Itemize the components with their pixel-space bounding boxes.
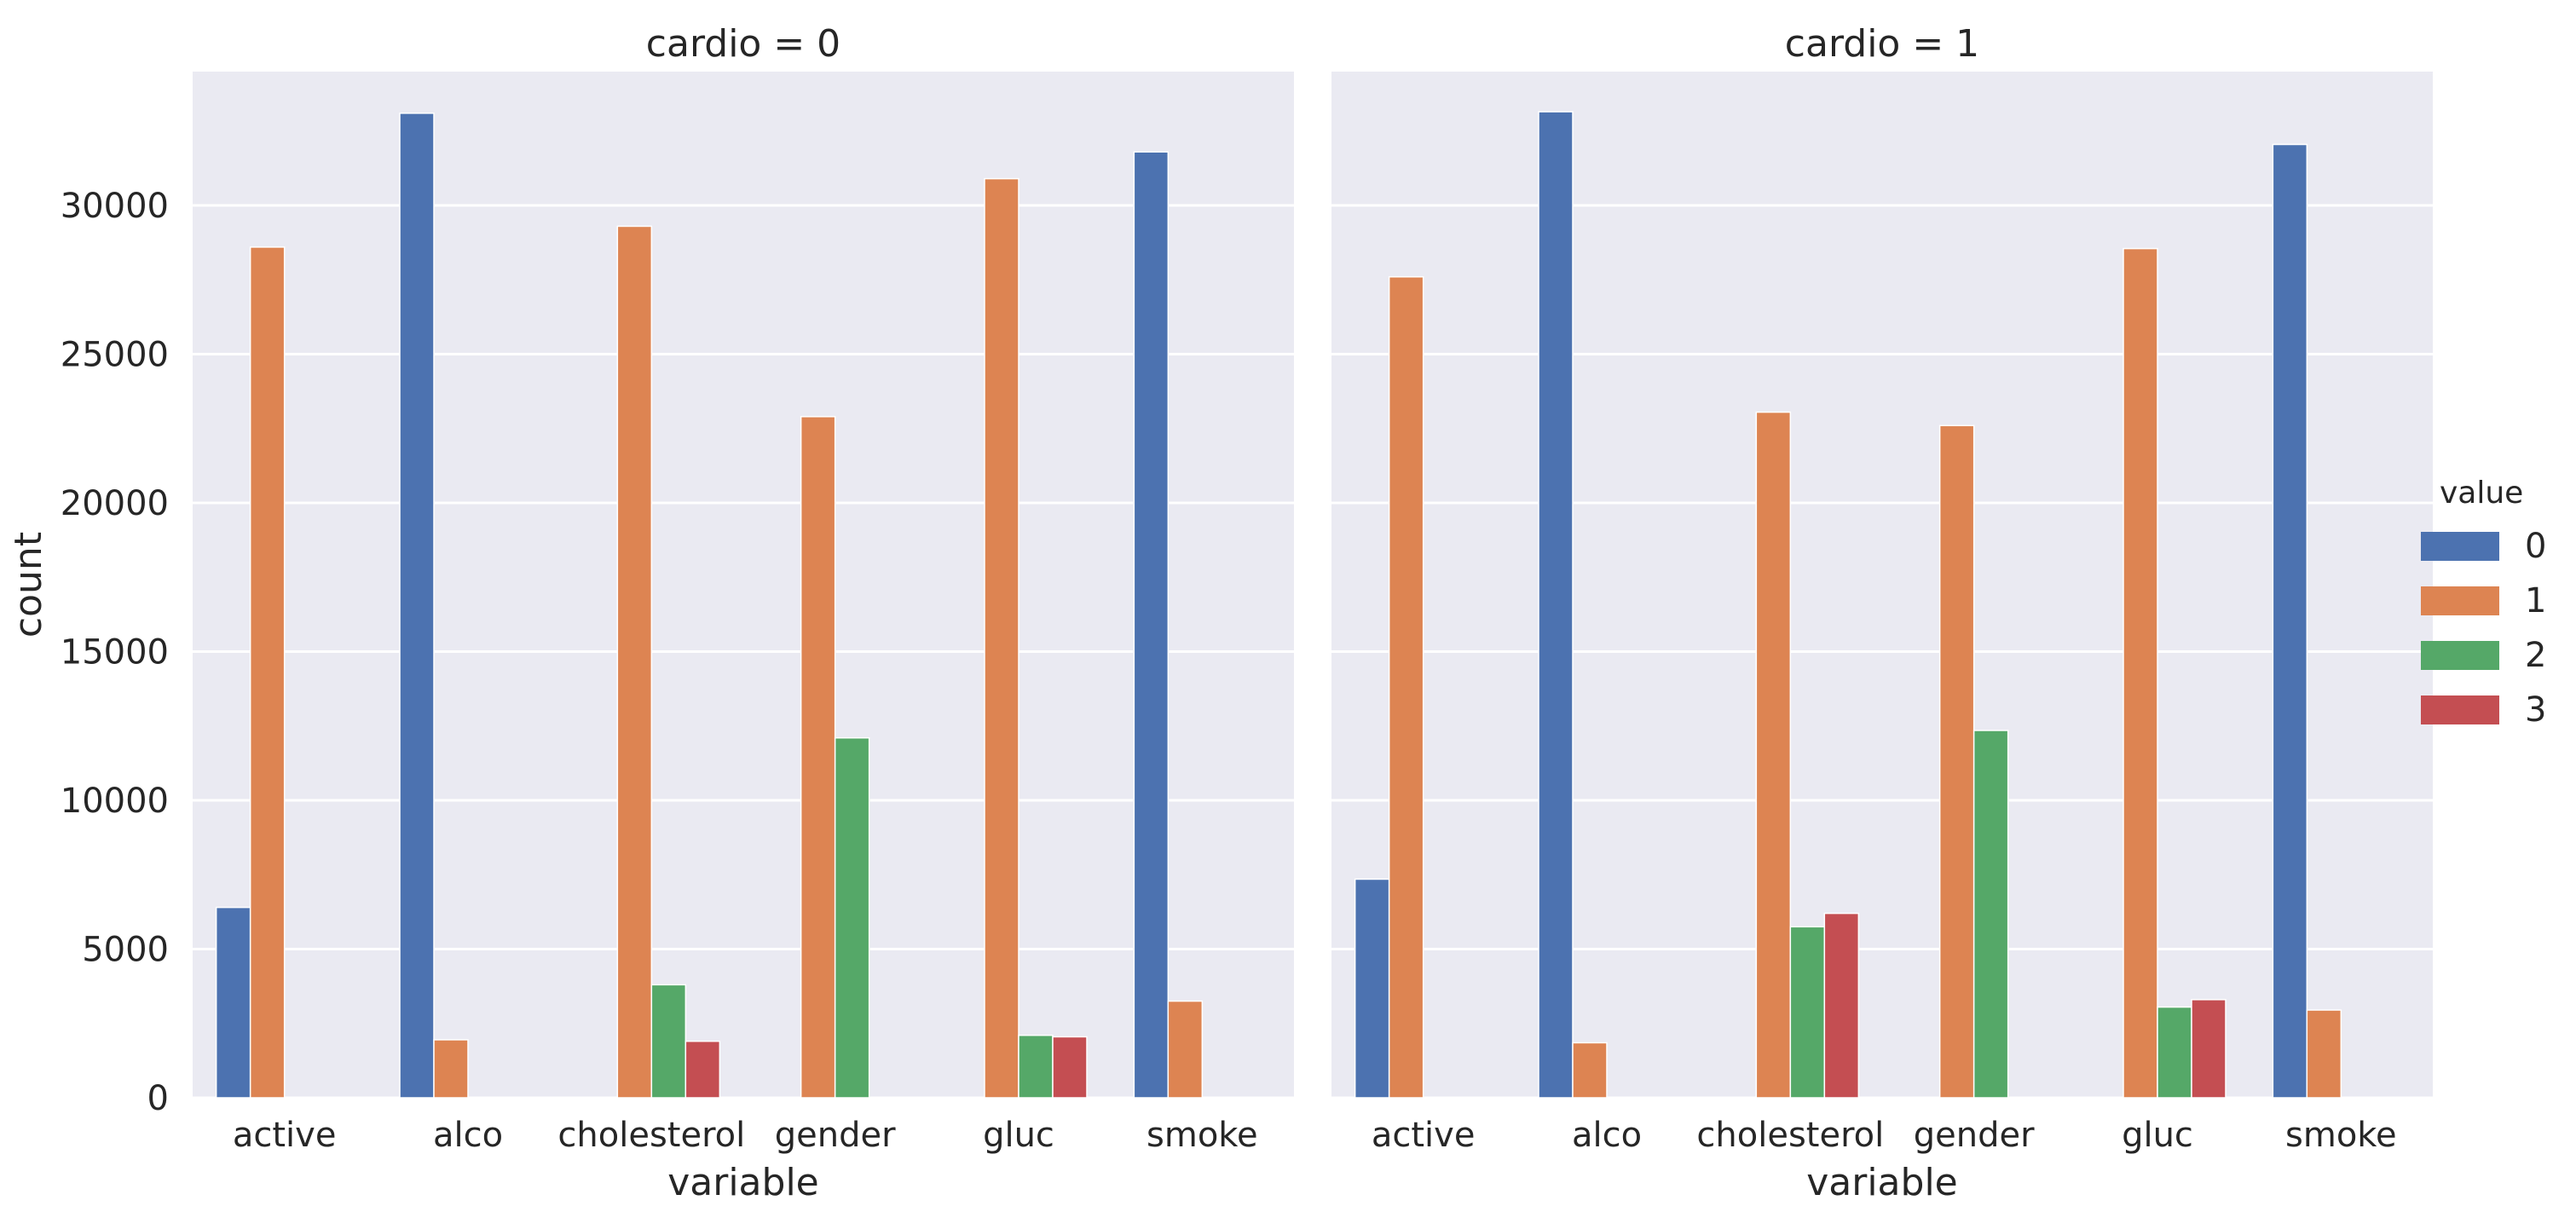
bar-gluc-value-1 xyxy=(2123,247,2158,1099)
bar-cholesterol-value-1 xyxy=(1755,411,1792,1099)
bar-gender-value-1 xyxy=(1938,424,1975,1099)
bar-alco-value-0 xyxy=(399,113,435,1099)
y-tick-label: 25000 xyxy=(61,336,169,375)
legend-label: 3 xyxy=(2525,690,2546,730)
x-tick-label: gluc xyxy=(983,1116,1054,1155)
bar-alco-value-1 xyxy=(433,1039,469,1099)
bar-smoke-value-1 xyxy=(2306,1009,2342,1099)
y-tick-label: 5000 xyxy=(82,931,169,970)
bar-gluc-value-2 xyxy=(2157,1006,2192,1099)
x-tick-label: smoke xyxy=(1146,1116,1258,1155)
legend-swatch-1 xyxy=(2421,586,2499,615)
bar-cholesterol-value-2 xyxy=(650,984,687,1099)
x-tick-label: active xyxy=(1372,1116,1476,1155)
panel-background xyxy=(193,72,1294,1098)
x-tick-label: gender xyxy=(775,1116,896,1155)
bar-gluc-value-3 xyxy=(1052,1036,1088,1099)
panel-background xyxy=(1331,72,2433,1098)
bar-smoke-value-1 xyxy=(1167,1000,1204,1099)
panel-1: cardio = 1 active alco cholesterol gender glu… xyxy=(1331,22,2433,1204)
bar-active-value-1 xyxy=(249,246,286,1099)
x-tick-label: cholesterol xyxy=(1696,1116,1884,1155)
bar-cholesterol-value-3 xyxy=(684,1040,721,1099)
x-axis-title: variable xyxy=(1806,1161,1958,1204)
bar-cholesterol-value-2 xyxy=(1789,926,1826,1099)
y-tick-label: 30000 xyxy=(61,187,169,226)
panel-0: cardio = 0 active alco cholesterol gender glu… xyxy=(7,22,1294,1204)
x-tick-label: smoke xyxy=(2285,1116,2397,1155)
legend-swatch-2 xyxy=(2421,641,2499,670)
bar-gluc-value-1 xyxy=(984,177,1019,1099)
bar-gender-value-2 xyxy=(1972,730,2009,1099)
bar-alco-value-0 xyxy=(1538,111,1574,1099)
bar-cholesterol-value-1 xyxy=(616,225,653,1099)
bar-alco-value-1 xyxy=(1572,1042,1608,1099)
bar-smoke-value-0 xyxy=(1133,151,1170,1099)
legend-label: 0 xyxy=(2525,527,2546,566)
panel-title: cardio = 0 xyxy=(646,22,840,66)
bar-active-value-0 xyxy=(1354,878,1390,1099)
legend-swatch-0 xyxy=(2421,532,2499,561)
bar-gender-value-2 xyxy=(834,736,870,1099)
bar-active-value-1 xyxy=(1388,276,1424,1099)
bar-gluc-value-2 xyxy=(1018,1034,1054,1099)
x-tick-label: gender xyxy=(1914,1116,2035,1155)
panels: cardio = 0 active alco cholesterol gender glu… xyxy=(7,22,2433,1204)
x-tick-label: alco xyxy=(1572,1116,1642,1155)
y-tick-label: 0 xyxy=(147,1079,169,1118)
bar-gluc-value-3 xyxy=(2191,999,2227,1099)
bar-gender-value-1 xyxy=(800,416,836,1099)
y-tick-label: 10000 xyxy=(61,782,169,821)
x-tick-label: gluc xyxy=(2122,1116,2193,1155)
bar-cholesterol-value-3 xyxy=(1823,912,1860,1099)
legend-title: value xyxy=(2440,476,2523,511)
bar-active-value-0 xyxy=(215,906,251,1099)
x-tick-label: cholesterol xyxy=(557,1116,745,1155)
x-axis-title: variable xyxy=(667,1161,819,1204)
y-tick-label: 15000 xyxy=(61,633,169,672)
y-tick-label: 20000 xyxy=(61,484,169,523)
x-tick-label: active xyxy=(233,1116,337,1155)
x-tick-label: alco xyxy=(433,1116,503,1155)
legend-swatch-3 xyxy=(2421,695,2499,724)
legend-label: 2 xyxy=(2525,636,2546,675)
panel-title: cardio = 1 xyxy=(1785,22,1979,66)
bar-smoke-value-0 xyxy=(2272,143,2308,1099)
y-axis-title: count xyxy=(7,532,50,638)
legend-label: 1 xyxy=(2525,581,2546,620)
